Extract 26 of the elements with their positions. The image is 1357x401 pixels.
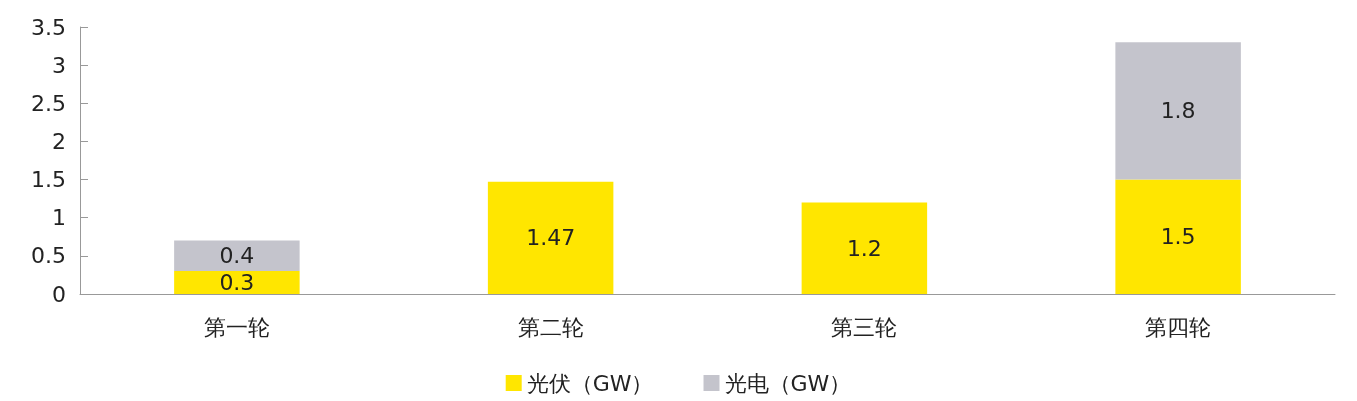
data-label: 1.5: [1160, 224, 1196, 250]
data-label: 1.2: [846, 235, 882, 261]
bar: [174, 240, 300, 272]
y-tick-label: 1: [52, 205, 66, 231]
data-label: 0.4: [219, 243, 255, 269]
y-tick-label: 3: [52, 52, 66, 78]
bar: [801, 202, 928, 294]
y-tick-label: 2.5: [31, 90, 66, 116]
bar: [1115, 179, 1241, 294]
y-tick-label: 0.5: [31, 243, 66, 269]
x-tick-label: 第二轮: [517, 314, 584, 340]
y-tick-label: 1.5: [31, 167, 66, 193]
data-label: 0.3: [219, 270, 255, 296]
bar: [174, 271, 300, 294]
x-tick-label: 第三轮: [831, 314, 898, 340]
y-tick-label: 0: [52, 281, 66, 307]
x-tick-label: 第一轮: [203, 314, 270, 340]
bar: [1115, 42, 1241, 180]
legend-label: 光伏（GW）: [526, 370, 654, 396]
legend-label: 光电（GW）: [724, 370, 852, 396]
data-label: 1.47: [526, 225, 576, 251]
y-tick-label: 3.5: [31, 14, 66, 40]
y-tick-label: 2: [52, 128, 66, 154]
bar: [487, 181, 614, 294]
data-label: 1.8: [1160, 98, 1196, 124]
x-tick-label: 第四轮: [1145, 314, 1212, 340]
